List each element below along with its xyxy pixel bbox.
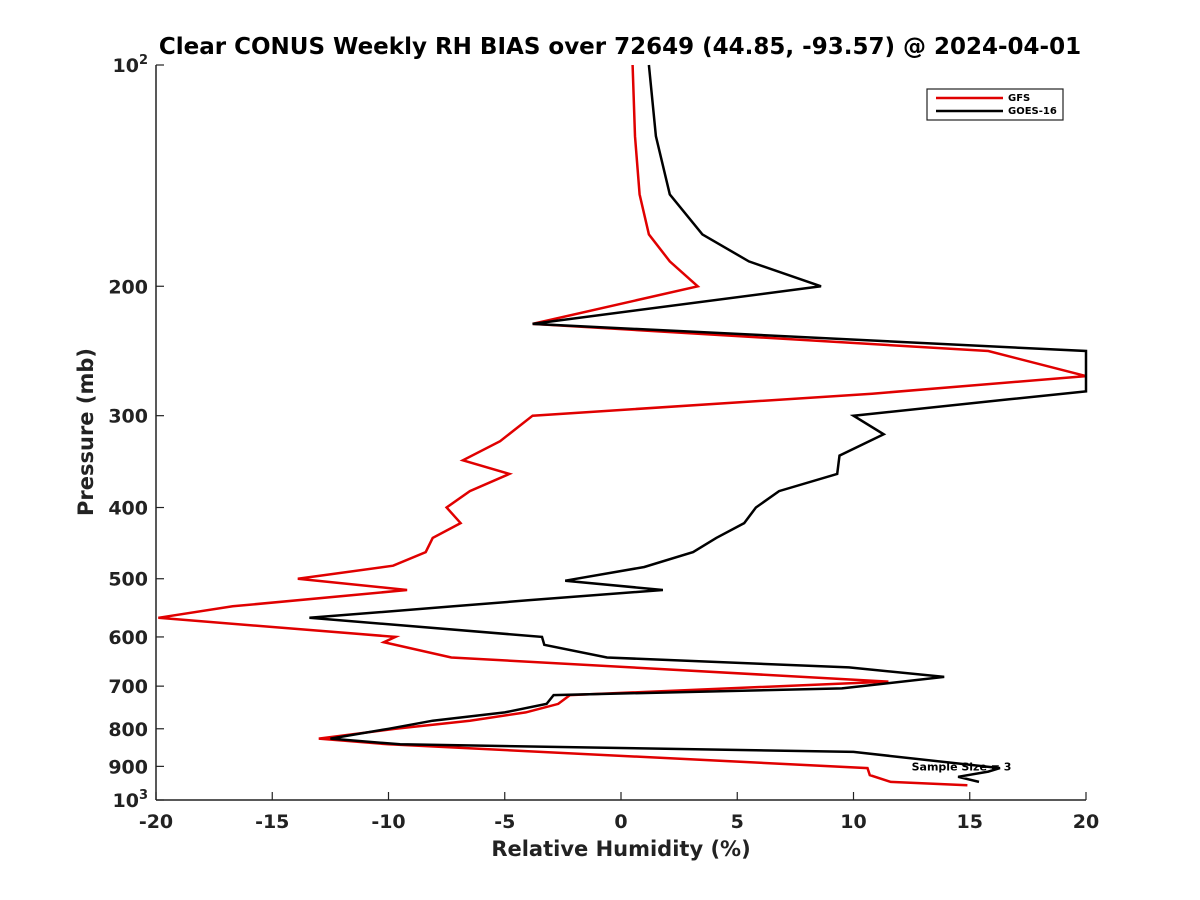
y-axis-ticks: 900 800 700 600 500 400 300 200 102 103 [108,53,164,812]
x-tick-label: -10 [371,811,405,833]
x-tick-label: 0 [614,811,627,833]
y-tick-label: 900 [108,756,148,778]
x-tick-label: 20 [1073,811,1099,833]
x-tick-label: -15 [255,811,289,833]
x-tick-label: 5 [731,811,744,833]
x-axis-ticks: -20 -15 -10 -5 0 5 10 15 20 [139,792,1099,833]
legend-label-goes-16: GOES-16 [1008,106,1057,117]
x-axis-label: Relative Humidity (%) [491,837,750,861]
x-tick-label: 10 [840,811,866,833]
chart-title: Clear CONUS Weekly RH BIAS over 72649 (4… [159,34,1081,60]
legend-label-gfs: GFS [1008,93,1030,104]
y-tick-label: 200 [108,276,148,298]
x-tick-label: 15 [957,811,983,833]
x-tick-label: -5 [494,811,515,833]
y-tick-label: 600 [108,627,148,649]
series-lines [158,64,1088,787]
sample-size-annotation: Sample Size = 3 [912,760,1012,773]
y-tick-label: 500 [108,569,148,591]
series-line-goes-16 [309,64,1088,784]
legend-box [926,88,1064,121]
y-tick-label: 400 [108,498,148,520]
y-top-tick-label: 102 [113,53,149,77]
x-tick-label: -20 [139,811,173,833]
legend: GFS GOES-16 [926,88,1064,121]
y-tick-label: 700 [108,676,148,698]
y-tick-label: 800 [108,719,148,741]
y-tick-label: 300 [108,406,148,428]
y-bottom-tick-label: 103 [113,788,149,812]
series-line-gfs [158,64,1087,787]
y-axis-label: Pressure (mb) [74,348,98,516]
